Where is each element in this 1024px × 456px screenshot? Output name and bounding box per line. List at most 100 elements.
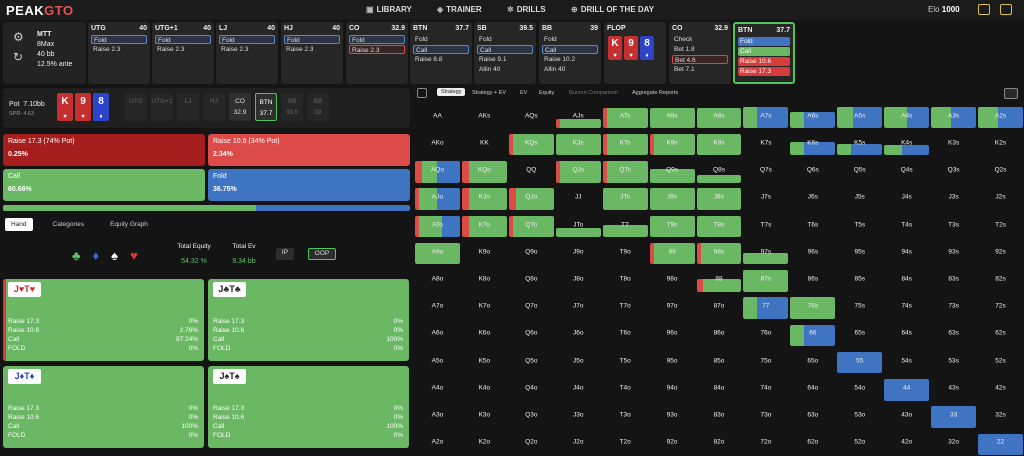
range-cell[interactable]: 98o xyxy=(650,266,695,291)
seat-action[interactable]: Raise 10.6 xyxy=(738,57,790,66)
range-cell[interactable]: K6o xyxy=(462,321,507,346)
range-cell[interactable]: A8o xyxy=(415,266,460,291)
seat-action[interactable]: Raise 6.8 xyxy=(415,56,443,63)
range-cell[interactable]: 83o xyxy=(697,403,742,428)
seat-action[interactable]: Call xyxy=(542,45,598,54)
range-cell[interactable]: J6s xyxy=(790,185,835,210)
gear-icon[interactable]: ⚙ xyxy=(13,30,24,44)
range-cell[interactable]: KTo xyxy=(461,212,507,238)
range-cell[interactable]: A4o xyxy=(415,375,460,400)
range-cell[interactable]: 76o xyxy=(743,321,788,346)
range-cell[interactable]: Q7s xyxy=(743,157,788,182)
range-cell[interactable]: KJo xyxy=(461,185,507,210)
seat-action[interactable]: Call xyxy=(738,47,790,56)
action-bar-1[interactable]: Raise 10.6 (34% Pot) 2.34% xyxy=(208,134,410,166)
range-cell[interactable]: 52s xyxy=(978,348,1023,373)
range-cell[interactable]: K5s xyxy=(837,130,883,156)
seat-action[interactable]: Raise 2.3 xyxy=(349,45,405,54)
range-cell[interactable]: 22 xyxy=(978,430,1023,455)
range-cell[interactable]: 62o xyxy=(790,430,835,455)
range-cell[interactable]: J3o xyxy=(556,403,601,428)
tab-aggregate-reports[interactable]: Aggregate Reports xyxy=(632,90,679,96)
range-cell[interactable]: A2s xyxy=(978,103,1023,129)
range-cell[interactable]: K8o xyxy=(462,266,507,291)
range-cell[interactable]: AKs xyxy=(462,103,507,128)
range-cell[interactable]: QTo xyxy=(508,212,554,238)
range-cell[interactable]: J4o xyxy=(556,375,601,400)
seat-action[interactable]: Raise 10.2 xyxy=(544,56,576,63)
range-cell[interactable]: J9s xyxy=(649,185,695,210)
range-cell[interactable]: Q8s xyxy=(696,157,742,183)
range-cell[interactable]: 86s xyxy=(790,266,835,291)
range-cell[interactable]: T2s xyxy=(978,212,1023,237)
range-cell[interactable]: K4s xyxy=(884,130,930,156)
range-cell[interactable]: K2o xyxy=(462,430,507,455)
range-cell[interactable]: Q3o xyxy=(509,403,554,428)
seat-action[interactable]: Fold xyxy=(544,36,557,43)
range-cell[interactable]: J6o xyxy=(556,321,601,346)
range-cell[interactable]: K5o xyxy=(462,348,507,373)
range-cell[interactable]: A3o xyxy=(415,403,460,428)
range-cell[interactable]: T8s xyxy=(696,212,742,238)
range-cell[interactable]: A6s xyxy=(790,103,836,129)
messages-icon[interactable] xyxy=(1000,4,1012,15)
range-cell[interactable]: A5o xyxy=(415,348,460,373)
tab-equity[interactable]: Equity xyxy=(539,90,555,96)
range-cell[interactable]: AQs xyxy=(509,103,554,128)
range-cell[interactable]: Q4o xyxy=(509,375,554,400)
range-cell[interactable]: Q6s xyxy=(790,157,835,182)
tab-strategy-ev[interactable]: Strategy + EV xyxy=(472,90,507,96)
range-cell[interactable]: 72s xyxy=(978,294,1023,319)
seat-action[interactable]: Check xyxy=(674,36,693,43)
range-cell[interactable]: 96o xyxy=(650,321,695,346)
range-cell[interactable]: 74s xyxy=(884,294,929,319)
range-cell[interactable]: 54o xyxy=(837,375,882,400)
range-cell[interactable]: T2o xyxy=(603,430,648,455)
nav-drills[interactable]: ✲ DRILLS xyxy=(507,5,546,14)
range-cell[interactable]: 84o xyxy=(697,375,742,400)
tab-ev[interactable]: EV xyxy=(520,90,528,96)
range-cell[interactable]: K2s xyxy=(978,130,1023,155)
seat-action[interactable]: Fold xyxy=(219,35,275,44)
range-cell[interactable]: K9s xyxy=(649,130,695,156)
range-cell[interactable]: 54s xyxy=(884,348,929,373)
range-cell[interactable]: 42o xyxy=(884,430,929,455)
range-cell[interactable]: J3s xyxy=(931,185,976,210)
range-cell[interactable]: TT xyxy=(602,212,648,238)
range-cell[interactable]: 43o xyxy=(884,403,929,428)
combo-card[interactable]: J♠T♠ Raise 17.3 0% Raise 10.6 0% Call 100% FOLD… xyxy=(208,366,409,448)
seat-action[interactable]: Fold xyxy=(155,35,211,44)
range-cell[interactable]: QJo xyxy=(508,185,554,210)
range-cell[interactable]: 64s xyxy=(884,321,929,346)
range-cell[interactable]: K7s xyxy=(743,130,788,155)
seat-flop-8[interactable]: FLOP K ♥ 9 ♥ 8 ♦ xyxy=(604,22,666,84)
range-cell[interactable]: 43s xyxy=(931,375,976,400)
range-cell[interactable]: J7s xyxy=(743,185,788,210)
range-cell[interactable]: 32s xyxy=(978,403,1023,428)
range-cell[interactable]: 55 xyxy=(837,348,883,374)
tab-strategy[interactable]: Strategy xyxy=(437,88,466,96)
logo[interactable]: PEAKGTO xyxy=(6,3,74,18)
range-cell[interactable]: T3s xyxy=(931,212,976,237)
range-cell[interactable]: K3o xyxy=(462,403,507,428)
seat-action[interactable]: Call xyxy=(413,45,469,54)
range-cell[interactable]: 73o xyxy=(743,403,788,428)
range-cell[interactable]: 85o xyxy=(697,348,742,373)
seat-action[interactable]: Allin 40 xyxy=(544,66,566,73)
combo-card[interactable]: J♥T♥ Raise 17.3 0% Raise 10.6 2.76% Call 97.24… xyxy=(3,279,204,361)
range-cell[interactable]: AJs xyxy=(555,103,601,129)
range-cell[interactable]: K7o xyxy=(462,294,507,319)
clubs-icon[interactable]: ♣ xyxy=(72,248,81,263)
nav-drill-of-the-day[interactable]: ⊕ DRILL OF THE DAY xyxy=(571,5,655,14)
range-cell[interactable]: 63s xyxy=(931,321,976,346)
range-cell[interactable]: Q5s xyxy=(837,157,882,182)
range-cell[interactable]: AJo xyxy=(415,185,460,210)
range-cell[interactable]: T6o xyxy=(603,321,648,346)
range-cell[interactable]: 66 xyxy=(790,321,836,347)
range-cell[interactable]: Q7o xyxy=(509,294,554,319)
range-cell[interactable]: 92s xyxy=(978,239,1023,264)
range-cell[interactable]: 53s xyxy=(931,348,976,373)
range-cell[interactable]: JTs xyxy=(602,185,648,210)
range-cell[interactable]: A3s xyxy=(931,103,977,129)
range-cell[interactable]: K3s xyxy=(931,130,976,155)
